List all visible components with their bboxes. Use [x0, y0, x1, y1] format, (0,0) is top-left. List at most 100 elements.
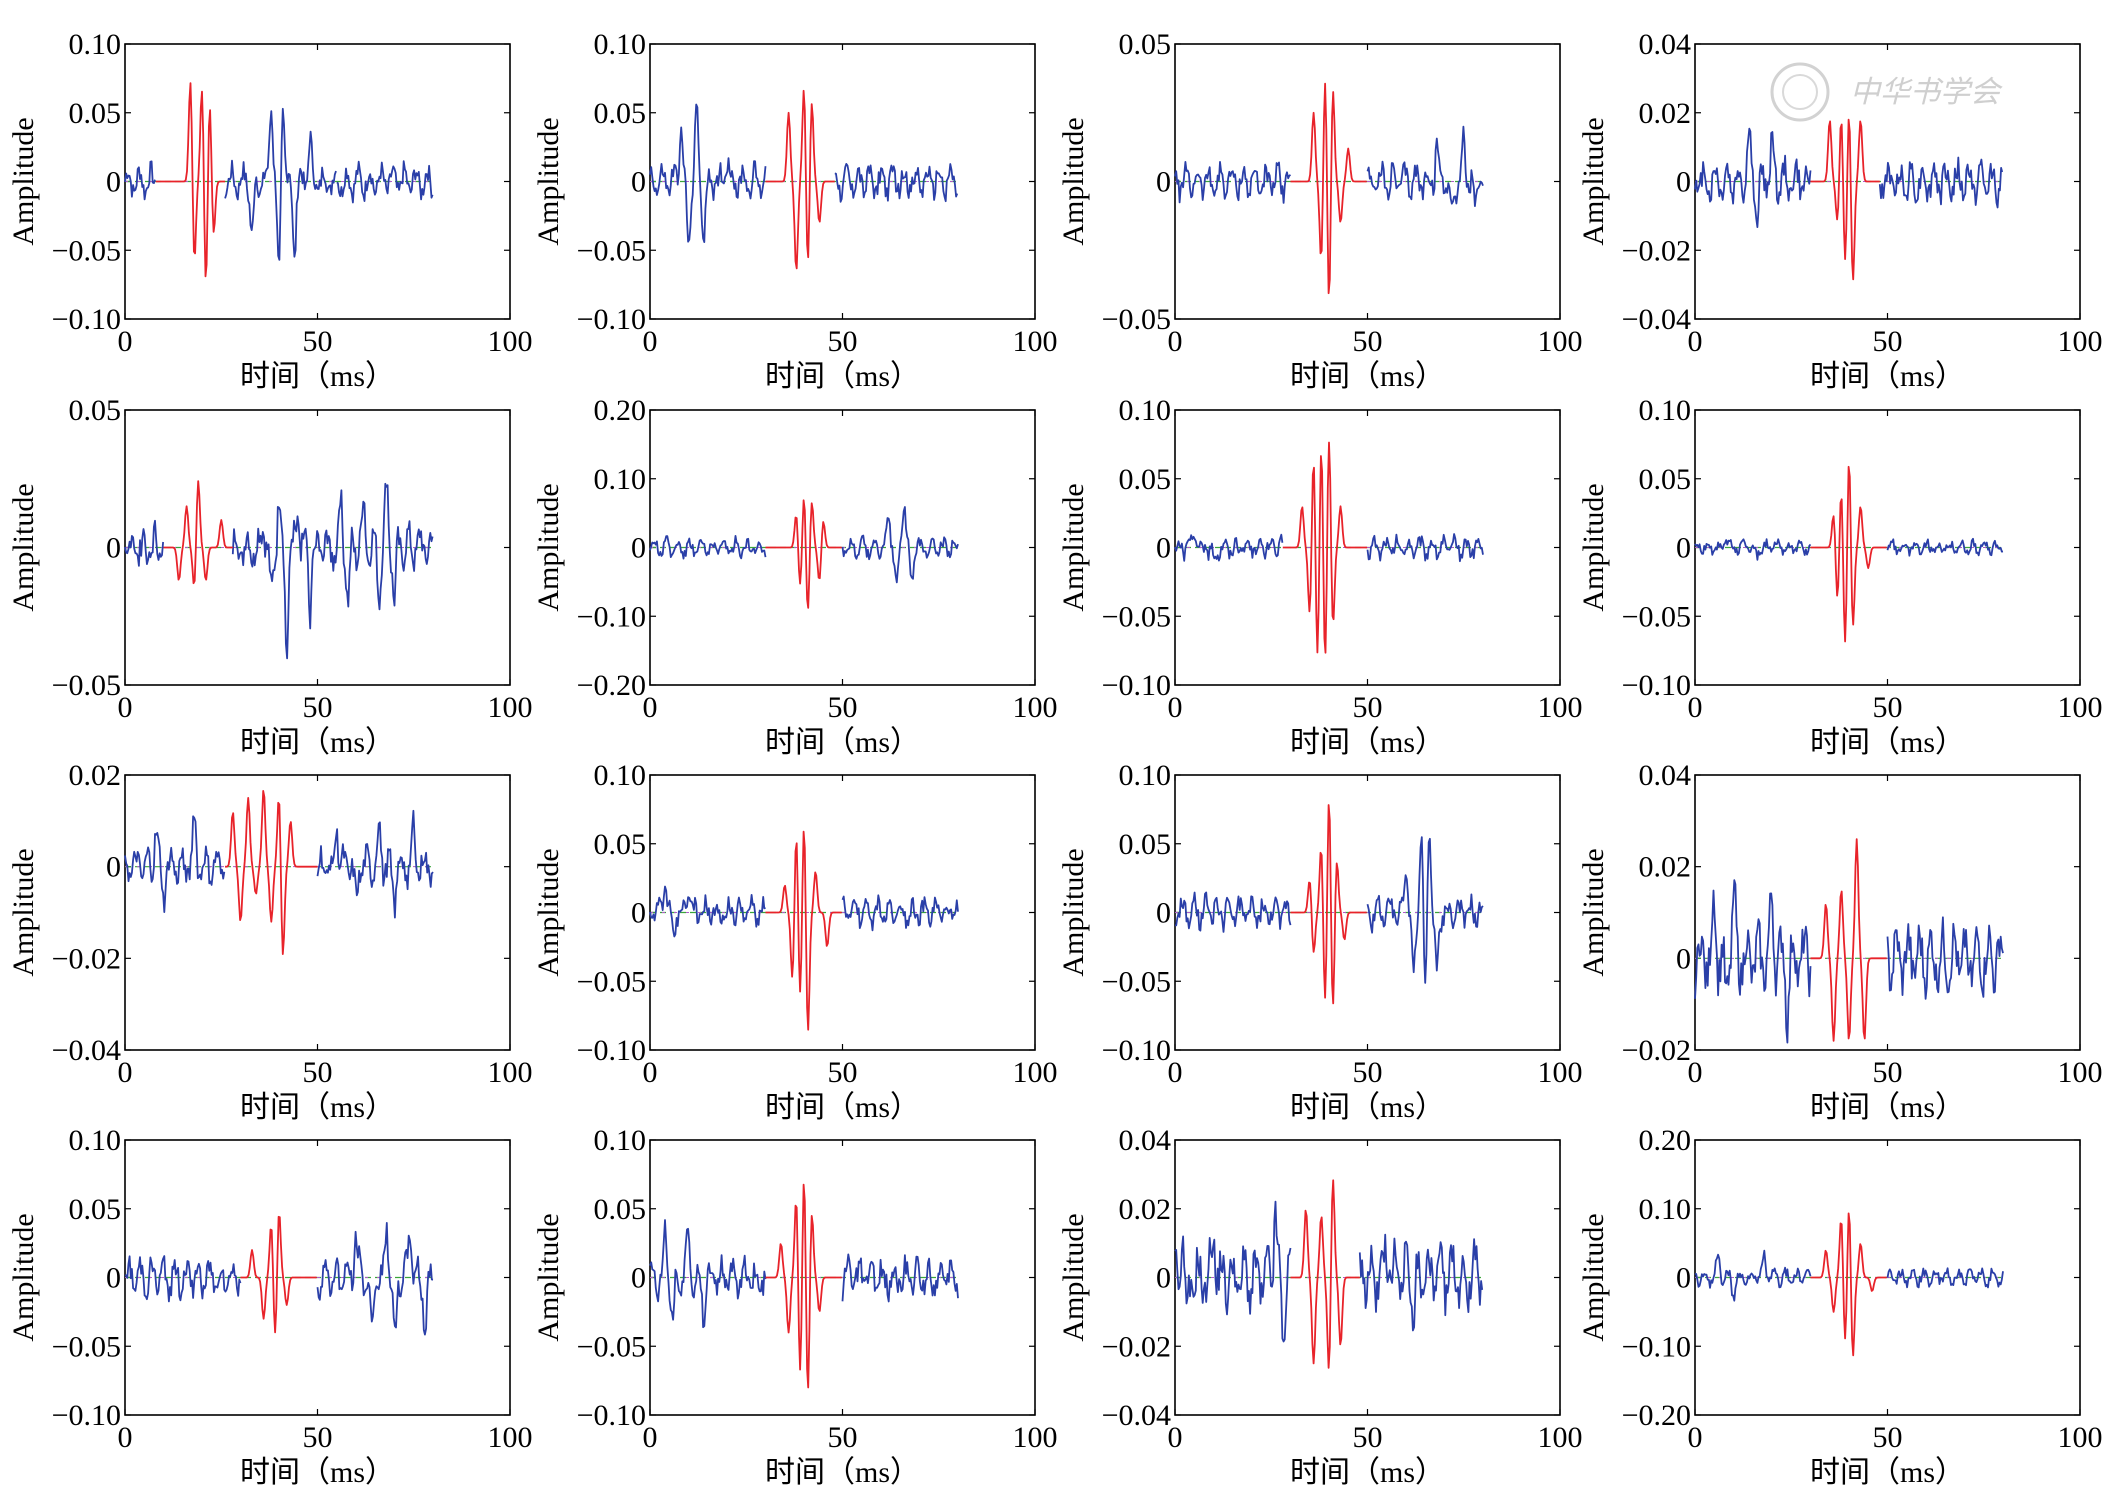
- y-tick-label: −0.05: [52, 669, 121, 702]
- y-tick-label: −0.10: [1102, 669, 1171, 702]
- y-axis-label: Amplitude: [1577, 483, 1610, 611]
- series-trace-red-1: [765, 89, 835, 270]
- y-axis-label: Amplitude: [1577, 848, 1610, 976]
- series-trace-blue-2: [841, 894, 959, 932]
- y-axis-label: Amplitude: [7, 1213, 40, 1341]
- series-trace-blue-1: [1694, 879, 1812, 1044]
- y-tick-label: 0.20: [594, 394, 647, 427]
- x-tick-label: 50: [1873, 325, 1903, 358]
- y-tick-label: −0.02: [1102, 1330, 1171, 1363]
- y-axis-label: Amplitude: [1577, 1213, 1610, 1341]
- y-axis-label: Amplitude: [532, 1213, 565, 1341]
- x-tick-label: 100: [1538, 1421, 1583, 1454]
- y-tick-label: 0: [1676, 1262, 1691, 1295]
- series-trace-blue-2: [1358, 1233, 1484, 1332]
- series-trace-red-1: [1810, 1212, 1887, 1357]
- y-tick-label: 0.05: [69, 97, 122, 130]
- y-tick-label: −0.10: [577, 1034, 646, 1067]
- x-tick-label: 0: [118, 1421, 133, 1454]
- x-tick-label: 100: [488, 325, 533, 358]
- y-axis-label: Amplitude: [7, 117, 40, 245]
- y-tick-label: 0.02: [1639, 851, 1692, 884]
- series-trace-blue-1: [649, 103, 767, 244]
- y-tick-label: −0.05: [577, 1330, 646, 1363]
- x-axis-label: 时间（ms）: [240, 1091, 395, 1124]
- series-trace-red-1: [1290, 804, 1367, 1005]
- chart-panel-6: −0.20 −0.10 0 0.10 0.20 0 50 100 时间（ms） Amplitude: [532, 394, 1058, 759]
- y-tick-label: −0.04: [52, 1034, 121, 1067]
- series-trace-blue-2: [316, 809, 434, 919]
- x-tick-label: 50: [1353, 1421, 1383, 1454]
- x-tick-label: 100: [1013, 1056, 1058, 1089]
- y-tick-label: −0.05: [577, 965, 646, 998]
- chart-panel-16: −0.20 −0.10 0 0.10 0.20 0 50 100 时间（ms） Amplitude: [1577, 1124, 2103, 1489]
- series-trace-blue-1: [649, 535, 767, 560]
- y-tick-label: 0.02: [1639, 97, 1692, 130]
- y-tick-label: 0.05: [594, 828, 647, 861]
- y-tick-label: 0.04: [1639, 28, 1692, 61]
- x-tick-label: 100: [1013, 691, 1058, 724]
- y-tick-label: 0.05: [1119, 828, 1172, 861]
- chart-panel-9: −0.04 −0.02 0 0.02 0 50 100 时间（ms） Amplitude: [7, 759, 533, 1124]
- watermark-text: 中华书学会: [1850, 75, 2003, 110]
- x-axis-label: 时间（ms）: [765, 1456, 920, 1489]
- x-axis-label: 时间（ms）: [1290, 1091, 1445, 1124]
- series-trace-blue-1: [124, 815, 226, 913]
- x-tick-label: 100: [1538, 325, 1583, 358]
- y-tick-label: 0: [106, 851, 121, 884]
- x-axis-label: 时间（ms）: [240, 726, 395, 759]
- x-axis-label: 时间（ms）: [1290, 1456, 1445, 1489]
- y-axis-label: Amplitude: [1057, 483, 1090, 611]
- y-tick-label: −0.10: [577, 303, 646, 336]
- y-tick-label: 0: [1156, 532, 1171, 565]
- y-tick-label: −0.05: [1622, 600, 1691, 633]
- y-tick-label: 0.10: [1119, 759, 1172, 792]
- x-tick-label: 50: [828, 691, 858, 724]
- chart-panel-7: −0.10 −0.05 0 0.05 0.10 0 50 100 时间（ms） Amplitude: [1057, 394, 1583, 759]
- y-tick-label: 0.05: [1639, 463, 1692, 496]
- x-tick-label: 50: [828, 1056, 858, 1089]
- series-trace-blue-2: [1886, 537, 2004, 557]
- series-trace-red-1: [163, 480, 233, 585]
- y-tick-label: −0.10: [577, 1399, 646, 1432]
- series-trace-blue-1: [1174, 533, 1284, 562]
- y-tick-label: −0.04: [1102, 1399, 1171, 1432]
- x-tick-label: 50: [303, 1056, 333, 1089]
- y-tick-label: 0.02: [69, 759, 122, 792]
- y-tick-label: 0.05: [69, 1193, 122, 1226]
- series-trace-blue-2: [1886, 1267, 2004, 1289]
- y-tick-label: 0.05: [1119, 28, 1172, 61]
- series-trace-blue-1: [1694, 538, 1812, 561]
- y-tick-label: −0.10: [577, 600, 646, 633]
- x-tick-label: 100: [2058, 325, 2103, 358]
- series-trace-blue-1: [124, 519, 164, 567]
- series-trace-blue-1: [124, 1255, 242, 1303]
- series-trace-blue-1: [1175, 891, 1292, 933]
- x-tick-label: 0: [1688, 325, 1703, 358]
- x-tick-label: 50: [303, 1421, 333, 1454]
- x-axis-label: 时间（ms）: [240, 1456, 395, 1489]
- series-trace-red-1: [1810, 118, 1880, 281]
- y-axis-label: Amplitude: [7, 848, 40, 976]
- y-tick-label: −0.20: [1622, 1399, 1691, 1432]
- series-trace-red-1: [240, 1215, 317, 1334]
- x-tick-label: 100: [488, 691, 533, 724]
- chart-panel-11: −0.10 −0.05 0 0.05 0.10 0 50 100 时间（ms） Amplitude: [1057, 759, 1583, 1124]
- y-tick-label: 0.10: [594, 28, 647, 61]
- y-tick-label: 0.10: [69, 1124, 122, 1157]
- x-axis-label: 时间（ms）: [1810, 1091, 1965, 1124]
- series-trace-blue-2: [231, 482, 434, 660]
- series-trace-blue-1: [1694, 1249, 1812, 1302]
- chart-panel-8: −0.10 −0.05 0 0.05 0.10 0 50 100 时间（ms） Amplitude: [1577, 394, 2103, 759]
- x-axis-label: 时间（ms）: [1810, 360, 1965, 393]
- series-trace-red-1: [1810, 838, 1887, 1042]
- chart-panel-15: −0.04 −0.02 0 0.02 0.04 0 50 100 时间（ms） Amplitude: [1057, 1124, 1583, 1489]
- y-tick-label: −0.05: [577, 234, 646, 267]
- series-trace-red-1: [1290, 1179, 1360, 1369]
- plot-frame: [124, 774, 511, 1051]
- x-axis-label: 时间（ms）: [240, 360, 395, 393]
- y-tick-label: 0.02: [1119, 1193, 1172, 1226]
- series-trace-blue-2: [841, 1253, 959, 1303]
